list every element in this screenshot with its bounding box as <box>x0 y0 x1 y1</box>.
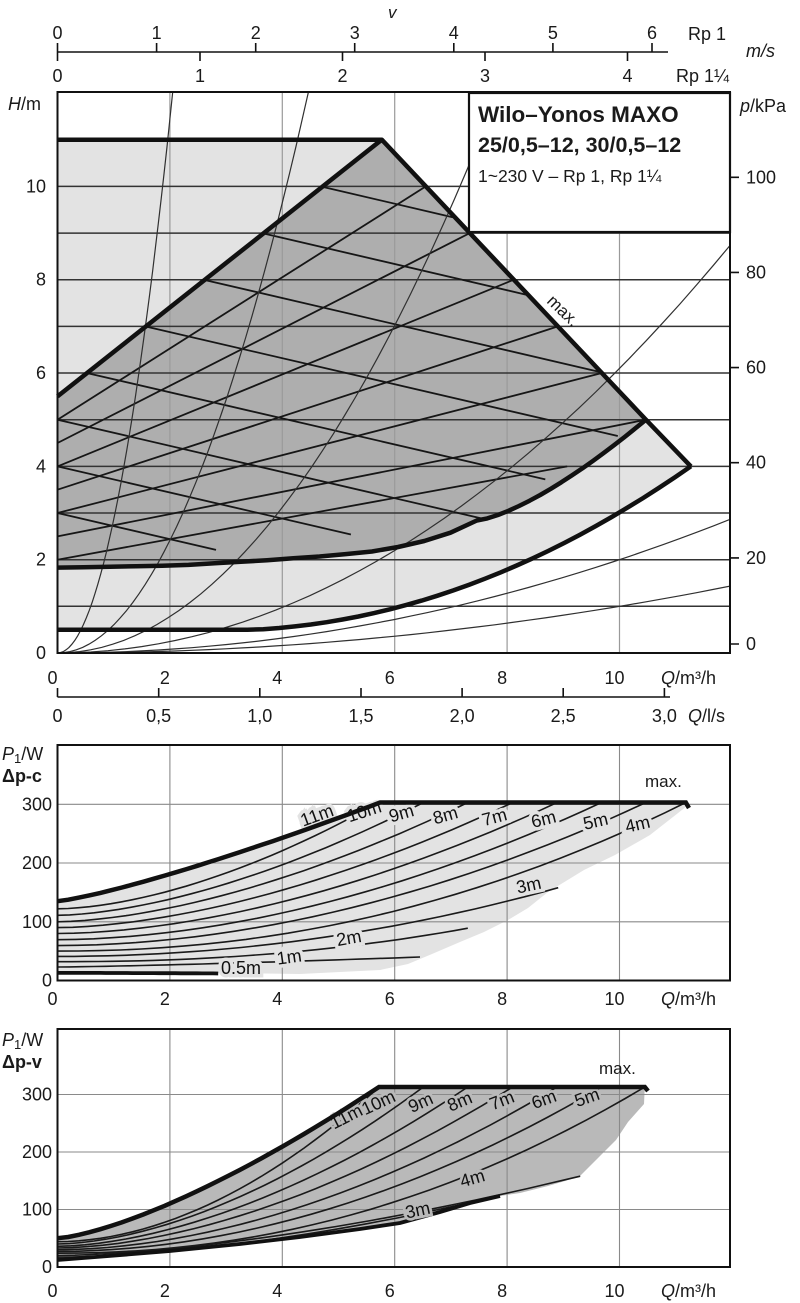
svg-text:6: 6 <box>647 23 657 43</box>
svg-text:40: 40 <box>746 453 766 473</box>
svg-text:H/m: H/m <box>8 94 41 114</box>
svg-text:8: 8 <box>497 1281 507 1301</box>
svg-text:3,0: 3,0 <box>652 706 677 726</box>
svg-text:P1/W: P1/W <box>2 744 43 766</box>
svg-text:m/s: m/s <box>746 41 775 61</box>
svg-text:300: 300 <box>22 1085 52 1105</box>
svg-text:2,5: 2,5 <box>551 706 576 726</box>
svg-text:4: 4 <box>272 989 282 1009</box>
svg-text:1m: 1m <box>275 945 303 968</box>
svg-text:25/0,5–12, 30/0,5–12: 25/0,5–12, 30/0,5–12 <box>478 133 681 157</box>
svg-text:Rp 1: Rp 1 <box>688 24 726 44</box>
svg-text:2: 2 <box>337 66 347 86</box>
svg-text:Wilo–Yonos MAXO: Wilo–Yonos MAXO <box>478 102 679 127</box>
svg-text:3: 3 <box>480 66 490 86</box>
svg-text:20: 20 <box>746 548 766 568</box>
svg-text:4: 4 <box>36 456 46 476</box>
svg-text:3: 3 <box>350 23 360 43</box>
svg-text:Q/m³/h: Q/m³/h <box>661 1281 716 1301</box>
svg-text:0,5: 0,5 <box>146 706 171 726</box>
svg-text:1: 1 <box>152 23 162 43</box>
svg-text:8: 8 <box>497 989 507 1009</box>
svg-text:max.: max. <box>645 772 682 791</box>
svg-text:0: 0 <box>52 23 62 43</box>
svg-text:1~230 V – Rp 1, Rp 1¼: 1~230 V – Rp 1, Rp 1¼ <box>478 166 662 186</box>
svg-text:10: 10 <box>604 668 624 688</box>
svg-text:1,0: 1,0 <box>247 706 272 726</box>
svg-text:2: 2 <box>251 23 261 43</box>
svg-text:1: 1 <box>195 66 205 86</box>
svg-text:Δp-c: Δp-c <box>2 766 42 786</box>
svg-text:2: 2 <box>36 550 46 570</box>
svg-text:0: 0 <box>47 989 57 1009</box>
svg-text:6: 6 <box>385 1281 395 1301</box>
svg-text:0: 0 <box>746 634 756 654</box>
svg-text:10: 10 <box>604 989 624 1009</box>
svg-text:0: 0 <box>42 1257 52 1277</box>
svg-text:8: 8 <box>36 270 46 290</box>
svg-text:2: 2 <box>160 668 170 688</box>
svg-text:6: 6 <box>385 668 395 688</box>
svg-text:2m: 2m <box>335 926 363 950</box>
svg-text:Q/m³/h: Q/m³/h <box>661 989 716 1009</box>
svg-text:4: 4 <box>272 668 282 688</box>
svg-text:200: 200 <box>22 853 52 873</box>
svg-text:10: 10 <box>26 176 46 196</box>
svg-text:6: 6 <box>36 363 46 383</box>
svg-text:p/kPa: p/kPa <box>739 96 787 116</box>
svg-text:0: 0 <box>47 668 57 688</box>
svg-text:Δp-v: Δp-v <box>2 1052 42 1072</box>
svg-text:80: 80 <box>746 262 766 282</box>
svg-text:60: 60 <box>746 358 766 378</box>
svg-text:300: 300 <box>22 794 52 814</box>
svg-text:100: 100 <box>22 912 52 932</box>
svg-text:0: 0 <box>36 643 46 663</box>
svg-text:max.: max. <box>599 1059 636 1078</box>
svg-text:4: 4 <box>272 1281 282 1301</box>
svg-text:5: 5 <box>548 23 558 43</box>
svg-text:0.5m: 0.5m <box>221 958 261 978</box>
svg-text:10: 10 <box>604 1281 624 1301</box>
svg-text:0: 0 <box>47 1281 57 1301</box>
svg-text:200: 200 <box>22 1142 52 1162</box>
svg-text:2: 2 <box>160 989 170 1009</box>
svg-text:P1/W: P1/W <box>2 1030 43 1052</box>
svg-text:Q/m³/h: Q/m³/h <box>661 668 716 688</box>
svg-text:1,5: 1,5 <box>348 706 373 726</box>
svg-text:4: 4 <box>449 23 459 43</box>
svg-text:8: 8 <box>497 668 507 688</box>
svg-text:0: 0 <box>52 66 62 86</box>
svg-text:Q/l/s: Q/l/s <box>688 706 725 726</box>
svg-text:Rp 1¼: Rp 1¼ <box>676 66 730 86</box>
svg-text:0: 0 <box>42 971 52 991</box>
svg-text:2: 2 <box>160 1281 170 1301</box>
svg-text:100: 100 <box>22 1200 52 1220</box>
svg-text:2,0: 2,0 <box>450 706 475 726</box>
svg-text:4: 4 <box>622 66 632 86</box>
svg-text:v: v <box>388 3 398 22</box>
svg-text:6: 6 <box>385 989 395 1009</box>
svg-text:0: 0 <box>52 706 62 726</box>
svg-text:100: 100 <box>746 167 776 187</box>
